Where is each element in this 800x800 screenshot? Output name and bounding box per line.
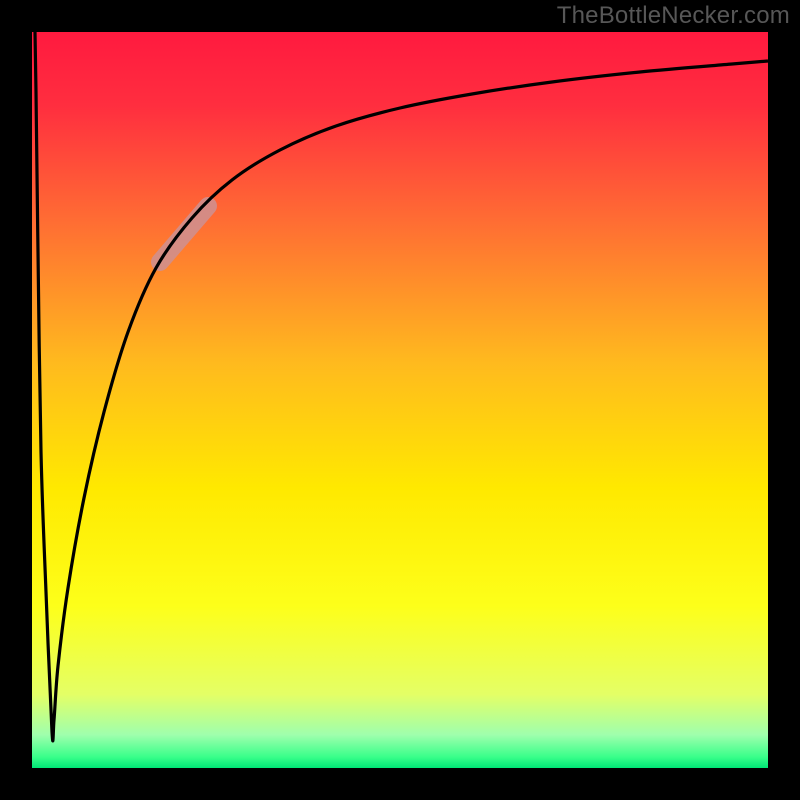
main-curve (35, 32, 768, 741)
border-left (0, 0, 32, 800)
border-right (768, 0, 800, 800)
curve-layer (32, 32, 768, 768)
plot-area (32, 32, 768, 768)
border-bottom (0, 768, 800, 800)
chart-frame: TheBottleNecker.com (0, 0, 800, 800)
watermark-text: TheBottleNecker.com (557, 2, 790, 30)
highlight-segment (160, 206, 208, 262)
